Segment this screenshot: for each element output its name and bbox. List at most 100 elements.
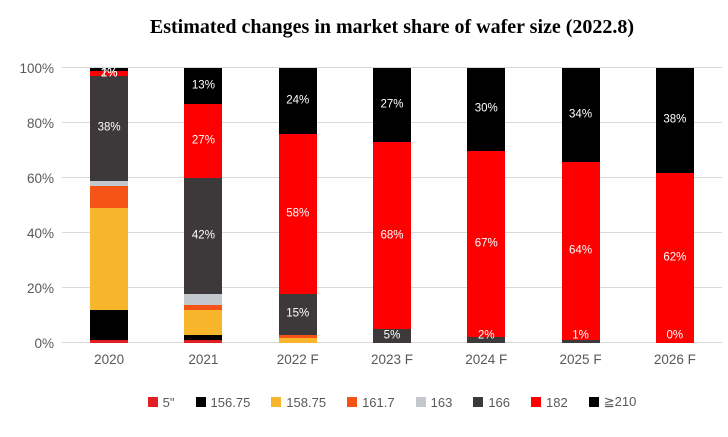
- legend-label: ≧210: [603, 394, 637, 409]
- bar-segment: [184, 304, 223, 310]
- bar-segment: [184, 68, 223, 104]
- legend-swatch: [271, 397, 282, 407]
- stacked-bar: 5% 68% 27%: [372, 68, 411, 343]
- bar-segment: [90, 76, 129, 181]
- bars-area: 38% 2% 1% 42% 27% 13% 15% 58% 24% 5% 68% 27% 2% 67% 30…: [62, 68, 722, 343]
- stacked-bar: 0% 62% 38%: [655, 68, 694, 343]
- bar-segment: [90, 340, 129, 343]
- legend-label: 156.75: [210, 394, 251, 410]
- stacked-bar: 1% 64% 34%: [561, 68, 600, 343]
- segment-label: 2%: [100, 68, 118, 80]
- stacked-bar: 42% 27% 13%: [184, 68, 223, 343]
- bar-segment: [467, 151, 506, 338]
- legend-label: 5": [162, 394, 175, 410]
- legend-item: 182: [531, 395, 568, 410]
- segment-label: 64%: [569, 244, 593, 257]
- legend-swatch: [415, 397, 426, 407]
- segment-label: 5%: [383, 329, 401, 342]
- legend-item: 161.7: [347, 395, 395, 410]
- chart-title: Estimated changes in market share of waf…: [149, 16, 635, 38]
- segment-label: 58%: [286, 207, 310, 220]
- segment-label: 15%: [286, 307, 310, 320]
- bar-segment: [278, 334, 317, 338]
- bar-slot-2022-f: 15% 58% 24%: [251, 68, 345, 343]
- segment-label: 0%: [666, 329, 684, 342]
- stacked-bar: 2% 67% 30%: [467, 68, 506, 343]
- bar-slot-2020: 38% 2% 1%: [62, 68, 156, 343]
- bar-segment: [278, 293, 317, 335]
- legend-item: 156.75: [195, 394, 251, 410]
- x-tick-label: 2025 F: [559, 352, 602, 367]
- segment-label: 67%: [474, 237, 498, 250]
- legend-label: 182: [546, 394, 568, 410]
- bar-segment: [90, 180, 129, 187]
- legend-swatch: [531, 397, 542, 407]
- bar-segment: [561, 340, 600, 343]
- bar-segment: [655, 172, 694, 343]
- stacked-bar: 15% 58% 24%: [278, 68, 317, 343]
- bar-segment: [655, 68, 694, 173]
- y-tick-label: 0%: [34, 335, 54, 351]
- segment-label: 42%: [191, 229, 215, 242]
- legend-swatch: [147, 397, 158, 407]
- y-tick-label: 80%: [26, 115, 54, 131]
- bar-segment: [184, 178, 223, 294]
- bar-slot-2023-f: 5% 68% 27%: [345, 68, 439, 343]
- x-tick-label: 2021: [188, 352, 219, 367]
- bar-segment: [90, 68, 129, 71]
- y-tick-label: 60%: [26, 170, 54, 186]
- bar-segment: [184, 340, 223, 343]
- bar-segment: [278, 134, 317, 294]
- legend-label: 158.75: [286, 394, 327, 410]
- legend-item: 166: [473, 395, 510, 410]
- bar-segment: [467, 337, 506, 343]
- segment-label: 38%: [663, 113, 687, 126]
- bar-segment: [278, 337, 317, 343]
- legend-swatch: [347, 397, 358, 407]
- bar-segment: [278, 68, 317, 134]
- legend-label: 161.7: [362, 394, 395, 410]
- plot-area: 38% 2% 1% 42% 27% 13% 15% 58% 24% 5% 68% 27% 2% 67% 30…: [62, 67, 722, 343]
- segment-label: 30%: [474, 103, 498, 116]
- bar-segment: [561, 68, 600, 163]
- segment-label: 1%: [100, 68, 118, 80]
- segment-label: 2%: [477, 329, 495, 342]
- segment-label: 34%: [569, 108, 593, 121]
- legend: 5" 156.75 158.75 161.7 163 166 182 ≧210: [62, 394, 722, 410]
- legend-item: 158.75: [271, 395, 326, 410]
- bar-segment: [372, 68, 411, 143]
- segment-label: 27%: [191, 134, 215, 147]
- segment-label: 24%: [286, 94, 310, 107]
- segment-label: 1%: [572, 329, 589, 342]
- bar-slot-2026-f: 0% 62% 38%: [628, 68, 722, 343]
- y-tick-label: 20%: [26, 280, 54, 296]
- x-axis: 2020 2021 2022 F 2023 F 2024 F 2025 F 2026 F: [62, 352, 722, 367]
- bar-segment: [90, 70, 129, 77]
- bar-segment: [184, 293, 223, 305]
- y-axis: 0% 20% 40% 60% 80% 100%: [0, 61, 54, 349]
- x-tick-label: 2022 F: [276, 352, 319, 367]
- legend-item: ≧210: [588, 394, 637, 410]
- y-tick-label: 100%: [19, 60, 54, 76]
- bar-slot-2021: 42% 27% 13%: [156, 68, 250, 343]
- x-tick-label: 2023 F: [370, 352, 413, 367]
- x-tick-label: 2024 F: [465, 352, 508, 367]
- bar-segment: [90, 310, 129, 341]
- bar-segment: [467, 68, 506, 152]
- segment-label: 68%: [380, 229, 404, 242]
- legend-swatch: [473, 397, 484, 407]
- bar-segment: [90, 208, 129, 310]
- legend-label: 163: [430, 394, 453, 410]
- legend-item: 5": [147, 394, 175, 410]
- gridline: [62, 67, 722, 68]
- segment-label: 27%: [380, 98, 404, 111]
- y-tick-label: 40%: [26, 225, 54, 241]
- legend-swatch: [588, 397, 599, 407]
- segment-label: 38%: [97, 121, 121, 134]
- legend-label: 166: [488, 394, 511, 410]
- legend-item: 163: [415, 394, 453, 410]
- bar-segment: [184, 310, 223, 335]
- bar-segment: [90, 186, 129, 209]
- bar-segment: [184, 103, 223, 178]
